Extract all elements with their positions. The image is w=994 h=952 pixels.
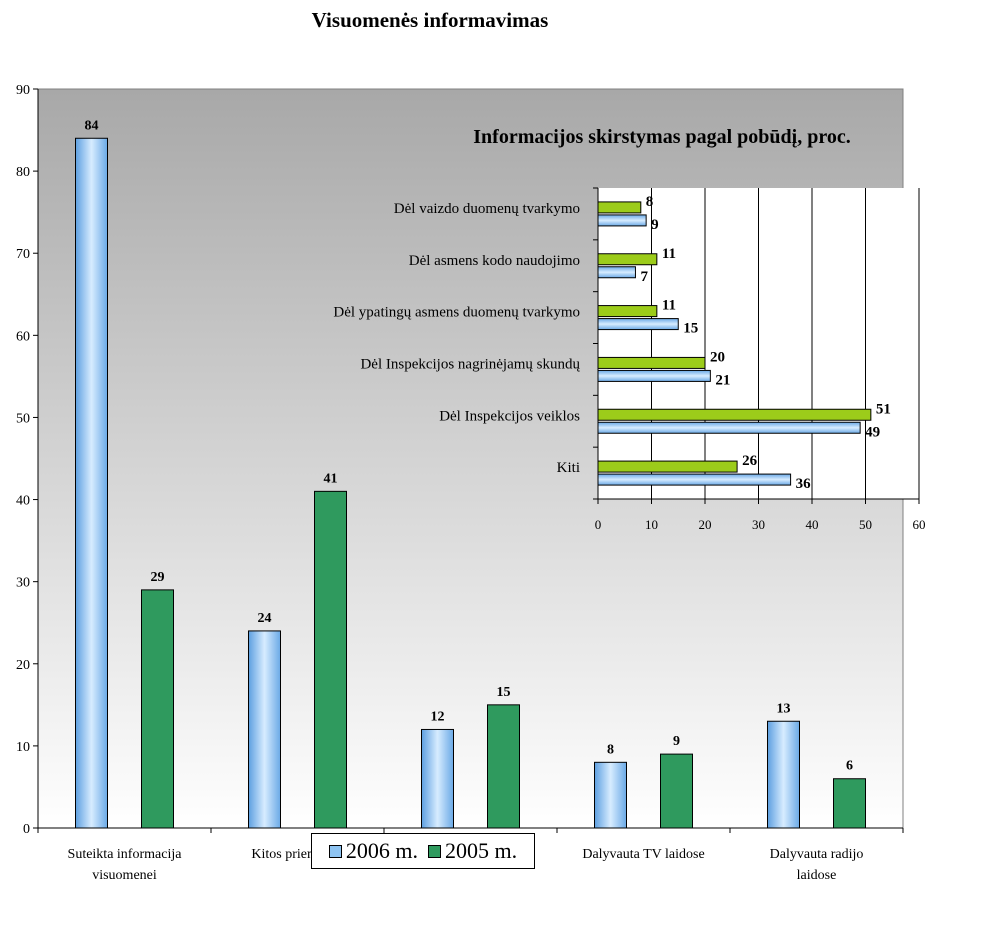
data-label: 15 <box>497 685 511 700</box>
bar-2006 <box>421 728 454 829</box>
x-tick-label: 20 <box>699 517 712 532</box>
data-label: 26 <box>742 453 758 469</box>
category-label: Dėl vaizdo duomenų tvarkymo <box>394 201 580 217</box>
bar-2006 <box>594 761 627 829</box>
bar-2005 <box>597 201 642 214</box>
category-label: Kiti <box>557 460 580 476</box>
bar-2005 <box>141 589 174 829</box>
category-label: Dėl ypatingų asmens duomenų tvarkymo <box>333 305 580 321</box>
bar-2006 <box>767 720 800 829</box>
inset-title: Informacijos skirstymas pagal pobūdį, pr… <box>473 126 850 148</box>
bar-2005 <box>660 753 693 829</box>
bar-2005 <box>597 356 706 369</box>
data-label: 24 <box>258 611 272 626</box>
bar-2005 <box>597 305 658 318</box>
y-tick-label: 20 <box>16 658 30 673</box>
bar-2006 <box>597 214 647 227</box>
x-tick-label: 50 <box>859 517 872 532</box>
data-label: 6 <box>846 759 853 774</box>
x-tick-label: Dalyvauta radijo <box>770 847 864 862</box>
y-tick-label: 50 <box>16 411 30 426</box>
legend-swatch-2006 <box>328 844 342 858</box>
legend-label-2005: 2005 m. <box>445 838 518 863</box>
data-label: 8 <box>607 742 614 757</box>
bar-2006 <box>597 473 792 486</box>
data-label: 36 <box>796 476 812 492</box>
x-tick-label: 40 <box>806 517 819 532</box>
bar-2005 <box>487 704 520 829</box>
bar-2006 <box>597 266 636 279</box>
bar-2005 <box>597 460 738 473</box>
y-tick-label: 10 <box>16 740 30 755</box>
data-label: 11 <box>662 298 676 314</box>
legend-item-2005: 2005 m. <box>428 838 517 864</box>
category-label: Dėl Inspekcijos veiklos <box>439 408 580 424</box>
y-tick-label: 90 <box>16 83 30 98</box>
category-label: Dėl asmens kodo naudojimo <box>409 253 580 269</box>
y-tick-label: 40 <box>16 494 30 509</box>
y-tick-label: 30 <box>16 576 30 591</box>
bar-2006 <box>75 137 108 829</box>
data-label: 9 <box>673 734 680 749</box>
legend-item-2006: 2006 m. <box>328 838 418 864</box>
x-tick-label: 60 <box>913 517 926 532</box>
data-label: 13 <box>777 701 791 716</box>
data-label: 7 <box>640 269 648 285</box>
data-label: 49 <box>865 424 880 440</box>
bar-2006 <box>597 421 861 434</box>
x-tick-label: Dalyvauta TV laidose <box>582 847 704 862</box>
x-tick-label: Suteikta informacija <box>68 847 183 862</box>
bar-2005 <box>597 408 872 421</box>
data-label: 8 <box>646 194 654 210</box>
bar-2005 <box>833 778 866 829</box>
bar-2005 <box>597 253 658 266</box>
legend-swatch-2005 <box>428 844 441 858</box>
chart-title: Visuomenės informavimas <box>311 8 549 32</box>
category-label: Dėl Inspekcijos nagrinėjamų skundų <box>360 356 580 372</box>
bar-2005 <box>314 490 347 829</box>
x-tick-label: visuomenei <box>92 868 157 883</box>
inset-bar-chart: Informacijos skirstymas pagal pobūdį, pr… <box>333 126 925 532</box>
x-tick-label: laidose <box>797 868 837 883</box>
data-label: 12 <box>431 709 445 724</box>
y-tick-label: 70 <box>16 247 30 262</box>
data-label: 29 <box>151 570 165 585</box>
legend-label-2006: 2006 m. <box>345 838 418 863</box>
data-label: 84 <box>85 118 99 133</box>
y-tick-label: 0 <box>23 822 30 837</box>
x-tick-label: 10 <box>645 517 658 532</box>
bar-2006 <box>597 318 679 331</box>
data-label: 21 <box>715 372 730 388</box>
data-label: 41 <box>324 471 338 486</box>
data-label: 51 <box>876 401 891 417</box>
legend: 2006 m. 2005 m. <box>311 833 535 869</box>
data-label: 11 <box>662 246 676 262</box>
data-label: 15 <box>683 321 698 337</box>
bar-2006 <box>597 369 711 382</box>
y-tick-label: 60 <box>16 329 30 344</box>
bar-2006 <box>248 630 281 829</box>
data-label: 20 <box>710 349 725 365</box>
x-tick-label: 0 <box>595 517 602 532</box>
y-tick-label: 80 <box>16 165 30 180</box>
x-tick-label: 30 <box>752 517 765 532</box>
data-label: 9 <box>651 217 659 233</box>
